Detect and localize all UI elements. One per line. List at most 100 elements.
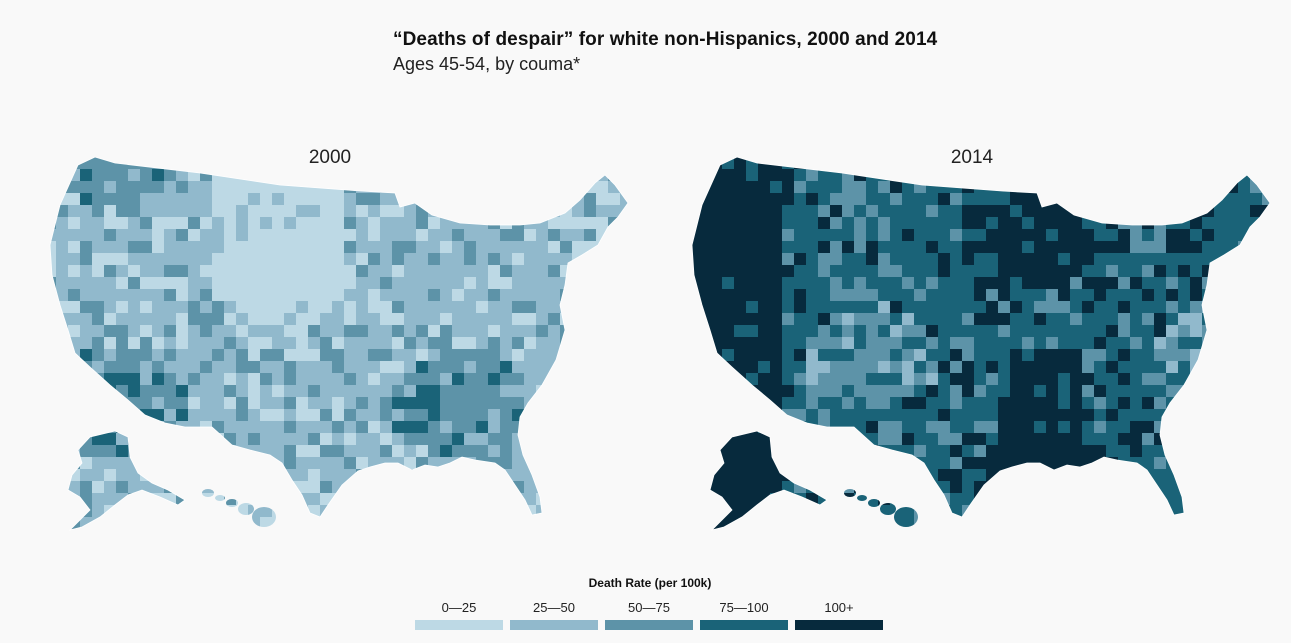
region-cell [1166, 181, 1179, 194]
region-cell [548, 517, 561, 530]
region-cell [80, 457, 93, 470]
region-cell [842, 349, 855, 362]
region-cell [842, 181, 855, 194]
region-cell [368, 325, 381, 338]
region-cell [632, 169, 640, 182]
region-cell [1214, 337, 1227, 350]
region-cell [806, 217, 819, 230]
region-cell [320, 481, 333, 494]
region-cell [20, 469, 33, 482]
region-cell [818, 241, 831, 254]
region-cell [710, 397, 723, 410]
region-cell [662, 265, 675, 278]
region-cell [428, 277, 441, 290]
region-cell [1226, 229, 1239, 242]
region-cell [548, 373, 561, 386]
region-cell [584, 313, 597, 326]
region-cell [830, 313, 843, 326]
region-cell [392, 409, 405, 422]
region-cell [152, 505, 165, 518]
region-cell [380, 349, 393, 362]
region-cell [1274, 301, 1282, 314]
region-cell [902, 481, 915, 494]
region-cell [392, 541, 405, 545]
region-cell [830, 229, 843, 242]
region-cell [902, 265, 915, 278]
region-cell [500, 265, 513, 278]
region-cell [1082, 325, 1095, 338]
region-cell [488, 409, 501, 422]
region-cell [608, 457, 621, 470]
region-cell [1178, 277, 1191, 290]
region-cell [1166, 421, 1179, 434]
region-cell [320, 229, 333, 242]
region-cell [1070, 481, 1083, 494]
region-cell [854, 205, 867, 218]
region-cell [608, 337, 621, 350]
region-cell [50, 229, 57, 242]
region-cell [1250, 205, 1263, 218]
region-cell [176, 265, 189, 278]
region-cell [758, 445, 771, 458]
region-cell [1106, 481, 1119, 494]
region-cell [722, 541, 735, 545]
region-cell [152, 361, 165, 374]
region-cell [404, 169, 417, 182]
region-cell [1046, 241, 1059, 254]
region-cell [368, 169, 381, 182]
region-cell [794, 169, 807, 182]
region-cell [1214, 193, 1227, 206]
region-cell [68, 217, 81, 230]
region-cell [1214, 517, 1227, 530]
region-cell [440, 457, 453, 470]
legend-item-75-100: 75—100 [700, 600, 788, 630]
region-cell [1058, 337, 1071, 350]
region-cell [548, 385, 561, 398]
region-cell [248, 181, 261, 194]
region-cell [1118, 361, 1131, 374]
region-cell [986, 205, 999, 218]
region-cell [1094, 385, 1107, 398]
region-cell [890, 193, 903, 206]
region-cell [548, 229, 561, 242]
region-cell [974, 253, 987, 266]
region-cell [524, 349, 537, 362]
region-cell [428, 529, 441, 530]
region-cell [224, 265, 237, 278]
region-cell [842, 373, 855, 386]
region-cell [224, 457, 237, 470]
region-cell [224, 397, 237, 410]
region-cell [140, 505, 153, 518]
region-cell [476, 529, 489, 530]
region-cell [272, 421, 285, 434]
region-cell [512, 409, 525, 422]
region-cell [32, 169, 45, 182]
region-cell [674, 169, 687, 182]
region-cell [998, 517, 1011, 530]
region-cell [416, 529, 429, 530]
region-cell [950, 481, 963, 494]
region-cell [794, 337, 807, 350]
region-cell [698, 373, 711, 386]
region-cell [56, 205, 69, 218]
region-cell [572, 181, 585, 194]
region-cell [50, 181, 57, 194]
region-cell [1190, 373, 1203, 386]
region-cell [758, 325, 771, 338]
region-cell [404, 397, 417, 410]
region-cell [854, 433, 867, 446]
region-cell [248, 253, 261, 266]
region-cell [260, 241, 273, 254]
region-cell [1010, 409, 1023, 422]
region-cell [500, 241, 513, 254]
map-2000: 2000 [20, 145, 640, 545]
region-cell [632, 181, 640, 194]
region-cell [344, 301, 357, 314]
region-cell [1226, 361, 1239, 374]
region-cell [188, 193, 201, 206]
region-cell [200, 481, 213, 494]
region-cell [500, 193, 513, 206]
region-cell [1118, 457, 1131, 470]
region-cell [308, 529, 321, 530]
region-cell [998, 301, 1011, 314]
